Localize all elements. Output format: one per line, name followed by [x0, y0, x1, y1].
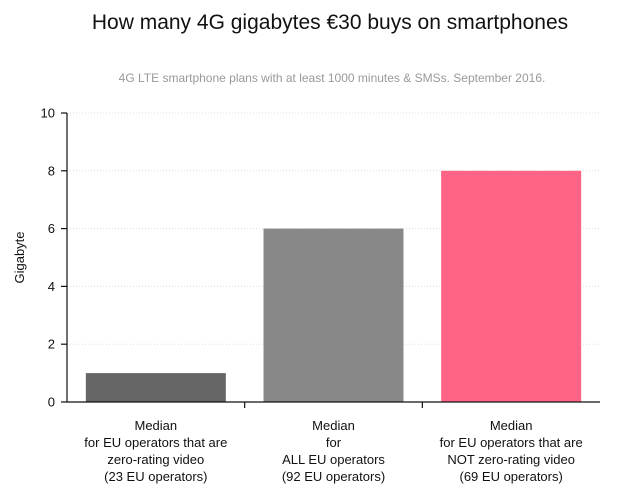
chart-subtitle: 4G LTE smartphone plans with at least 10… — [118, 71, 546, 85]
category-label-line: Median — [135, 418, 178, 433]
bar — [85, 373, 226, 402]
y-tick-label: 8 — [48, 163, 55, 178]
category-label-line: zero-rating video — [107, 452, 204, 467]
y-tick-label: 2 — [48, 337, 55, 352]
bar — [263, 228, 404, 402]
category-label-line: (69 EU operators) — [460, 469, 563, 484]
category-label-line: (23 EU operators) — [104, 469, 207, 484]
y-tick-label: 6 — [48, 221, 55, 236]
category-label-line: for EU operators that are — [84, 435, 227, 450]
category-label-line: Median — [490, 418, 533, 433]
chart-title: How many 4G gigabytes €30 buys on smartp… — [91, 11, 569, 34]
bar — [441, 170, 582, 402]
category-label-line: for — [326, 435, 342, 450]
y-tick-label: 10 — [41, 106, 55, 121]
y-tick-label: 4 — [48, 279, 55, 294]
y-tick-label: 0 — [48, 395, 55, 410]
category-label-line: (92 EU operators) — [282, 469, 385, 484]
category-label-line: Median — [312, 418, 355, 433]
category-label-line: NOT zero-rating video — [447, 452, 575, 467]
category-label: Median for EU operators that are zero-rati… — [84, 418, 227, 484]
category-label-line: for EU operators that are — [440, 435, 583, 450]
category-label: Median for ALL EU operators (92 EU operator… — [282, 418, 386, 484]
category-label-line: ALL EU operators — [282, 452, 385, 467]
category-label: Median for EU operators that are NOT zero-… — [440, 418, 583, 484]
y-axis-title: Gigabyte — [12, 231, 27, 283]
